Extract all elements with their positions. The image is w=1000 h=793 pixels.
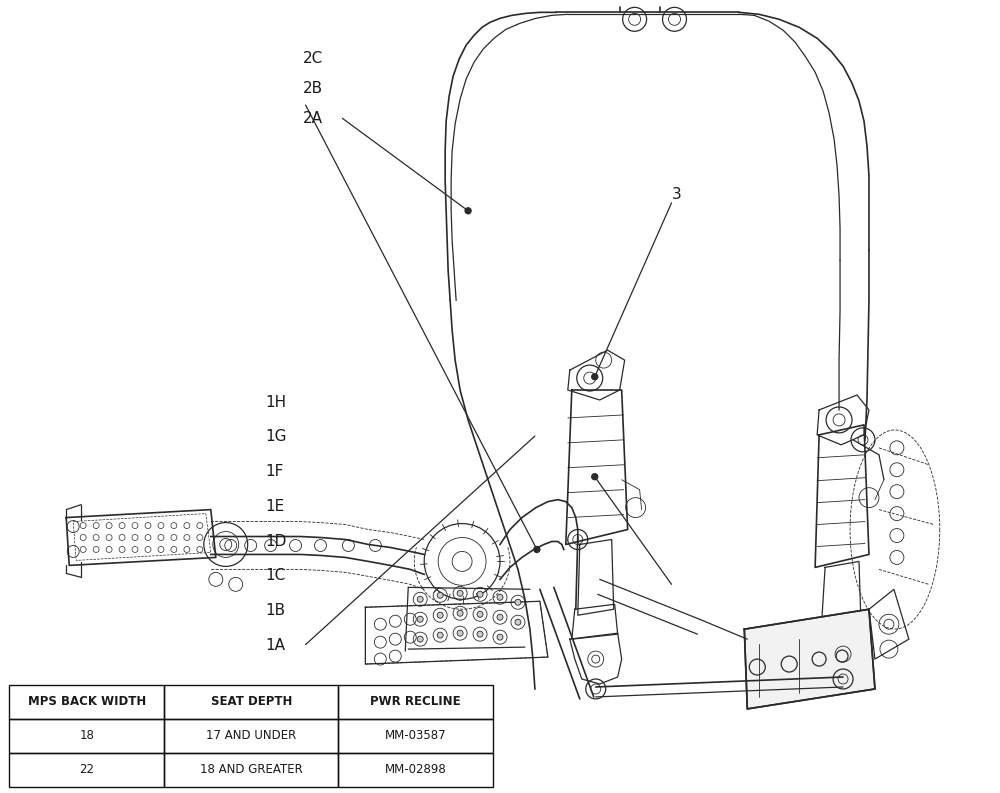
Circle shape <box>497 615 503 620</box>
Text: 1C: 1C <box>266 569 286 584</box>
Circle shape <box>515 619 521 625</box>
Bar <box>164 719 338 753</box>
Text: 1D: 1D <box>266 534 287 549</box>
Bar <box>164 685 338 719</box>
Bar <box>9 719 164 753</box>
Text: 1G: 1G <box>266 429 287 444</box>
Bar <box>338 685 493 719</box>
Text: SEAT DEPTH: SEAT DEPTH <box>211 695 292 708</box>
Text: MM-02898: MM-02898 <box>385 764 447 776</box>
Text: MPS BACK WIDTH: MPS BACK WIDTH <box>28 695 146 708</box>
Circle shape <box>497 634 503 640</box>
Text: 18: 18 <box>79 730 94 742</box>
Circle shape <box>457 590 463 596</box>
Text: 1H: 1H <box>266 395 287 409</box>
Text: 2C: 2C <box>303 51 323 66</box>
Circle shape <box>437 632 443 638</box>
Circle shape <box>592 374 598 380</box>
Text: 1A: 1A <box>266 638 286 653</box>
Circle shape <box>437 612 443 619</box>
Circle shape <box>417 636 423 642</box>
Circle shape <box>417 616 423 623</box>
Circle shape <box>534 546 540 553</box>
Bar <box>164 753 338 787</box>
Bar <box>9 685 164 719</box>
Circle shape <box>417 596 423 602</box>
Text: 22: 22 <box>79 764 94 776</box>
Circle shape <box>437 592 443 598</box>
Circle shape <box>477 631 483 637</box>
Circle shape <box>515 600 521 605</box>
Text: MM-03587: MM-03587 <box>385 730 447 742</box>
Bar <box>338 753 493 787</box>
Circle shape <box>592 473 598 480</box>
Text: PWR RECLINE: PWR RECLINE <box>370 695 461 708</box>
Circle shape <box>457 630 463 636</box>
Bar <box>9 753 164 787</box>
Circle shape <box>457 611 463 616</box>
Polygon shape <box>744 609 875 709</box>
Circle shape <box>497 594 503 600</box>
Circle shape <box>465 208 471 214</box>
Text: 17 AND UNDER: 17 AND UNDER <box>206 730 296 742</box>
Text: 1F: 1F <box>266 464 284 479</box>
Text: 2B: 2B <box>303 81 323 96</box>
Bar <box>338 719 493 753</box>
Text: 2A: 2A <box>303 111 323 126</box>
Circle shape <box>477 592 483 597</box>
Text: 18 AND GREATER: 18 AND GREATER <box>200 764 303 776</box>
Circle shape <box>477 611 483 617</box>
Text: 3: 3 <box>672 187 681 202</box>
Text: 1B: 1B <box>266 603 286 619</box>
Text: 1E: 1E <box>266 499 285 514</box>
